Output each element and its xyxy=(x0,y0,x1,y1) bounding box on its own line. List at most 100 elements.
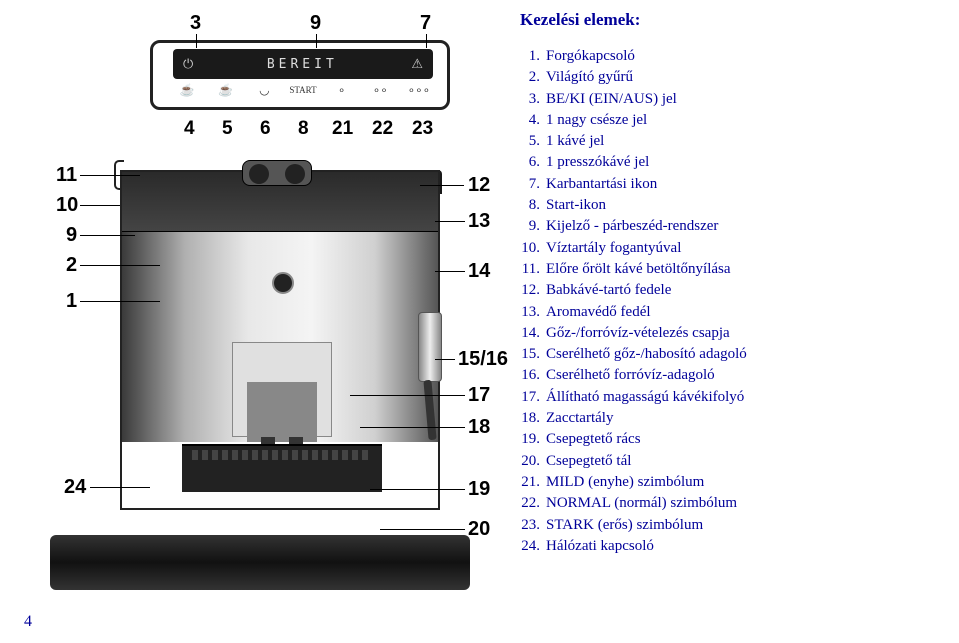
list-item: 22.NORMAL (normál) szimbólum xyxy=(520,493,939,514)
page-number: 4 xyxy=(24,613,32,631)
list-item: 24.Hálózati kapcsoló xyxy=(520,536,939,557)
list-item-label: 1 kávé jel xyxy=(546,133,604,149)
list-item-label: Karbantartási ikon xyxy=(546,176,657,192)
callout-5: 5 xyxy=(222,118,233,140)
lead-line xyxy=(80,205,120,206)
list-item-label: Start-ikon xyxy=(546,197,606,213)
control-panel: ⏻ BEREIT ⚠ ☕ ☕ ◡ START ∘ ∘∘ ∘∘∘ xyxy=(150,40,450,110)
list-item-label: Cserélhető forróvíz-adagoló xyxy=(546,367,715,383)
list-item: 4.1 nagy csésze jel xyxy=(520,110,939,131)
list-item-label: Babkávé-tartó fedele xyxy=(546,282,671,298)
callout-23: 23 xyxy=(412,118,433,140)
list-item-label: Csepegtető tál xyxy=(546,453,631,469)
callout-7: 7 xyxy=(420,12,431,35)
list-item: 15.Cserélhető gőz-/habosító adagoló xyxy=(520,344,939,365)
display: ⏻ BEREIT ⚠ xyxy=(173,49,433,79)
lead-line xyxy=(435,359,455,360)
machine-body xyxy=(120,170,440,510)
list-item: 17.Állítható magasságú kávékifolyó xyxy=(520,387,939,408)
callout-1: 1 xyxy=(66,290,77,313)
drip-grid xyxy=(192,450,372,460)
base-plate xyxy=(50,535,470,590)
list-item-label: Víztartály fogantyúval xyxy=(546,240,681,256)
list-item-label: MILD (enyhe) szimbólum xyxy=(546,474,704,490)
list-item-label: Forgókapcsoló xyxy=(546,48,635,64)
list-item-label: Hálózati kapcsoló xyxy=(546,538,654,554)
list-item: 7.Karbantartási ikon xyxy=(520,174,939,195)
button-row: ☕ ☕ ◡ START ∘ ∘∘ ∘∘∘ xyxy=(173,79,433,101)
callout-2: 2 xyxy=(66,254,77,277)
callout-8: 8 xyxy=(298,118,309,140)
diagram: ⏻ BEREIT ⚠ ☕ ☕ ◡ START ∘ ∘∘ ∘∘∘ xyxy=(20,10,500,590)
list-item-label: Aromavédő fedél xyxy=(546,304,651,320)
list-item: 11.Előre őrölt kávé betöltőnyílása xyxy=(520,259,939,280)
callout-10: 10 xyxy=(56,194,78,217)
power-icon: ⏻ xyxy=(183,56,193,72)
list-item: 3.BE/KI (EIN/AUS) jel xyxy=(520,89,939,110)
callout-9: 9 xyxy=(310,12,321,35)
list-item: 5.1 kávé jel xyxy=(520,131,939,152)
list-item-label: BE/KI (EIN/AUS) jel xyxy=(546,91,677,107)
machine-front xyxy=(122,232,438,442)
list-item-label: Előre őrölt kávé betöltőnyílása xyxy=(546,261,731,277)
list-item-label: NORMAL (normál) szimbólum xyxy=(546,495,737,511)
list-item: 6.1 presszókávé jel xyxy=(520,152,939,173)
callout-24: 24 xyxy=(64,476,86,499)
list-item: 20.Csepegtető tál xyxy=(520,451,939,472)
list-item: 21.MILD (enyhe) szimbólum xyxy=(520,472,939,493)
lead-line xyxy=(316,34,317,48)
callout-13: 13 xyxy=(468,210,490,233)
callout-18: 18 xyxy=(468,416,490,439)
list-item: 12.Babkávé-tartó fedele xyxy=(520,280,939,301)
list-item: 14.Gőz-/forróvíz-vételezés csapja xyxy=(520,323,939,344)
mild-icon: ∘ xyxy=(328,81,356,99)
list-item-label: Cserélhető gőz-/habosító adagoló xyxy=(546,346,747,362)
list-item: 16.Cserélhető forróvíz-adagoló xyxy=(520,365,939,386)
callout-6: 6 xyxy=(260,118,271,140)
list-item: 8.Start-ikon xyxy=(520,195,939,216)
lead-line xyxy=(360,427,465,428)
list-item: 23.STARK (erős) szimbólum xyxy=(520,515,939,536)
lead-line xyxy=(370,489,465,490)
list-item-label: Zacctartály xyxy=(546,410,613,426)
cup-icon: ☕ xyxy=(212,81,240,99)
list-item-label: Világító gyűrű xyxy=(546,69,633,85)
machine-top xyxy=(122,172,438,232)
list-item-label: Kijelző - párbeszéd-rendszer xyxy=(546,218,718,234)
callout-17: 17 xyxy=(468,384,490,407)
callout-4: 4 xyxy=(184,118,195,140)
callout-20: 20 xyxy=(468,518,490,541)
list-item: 19.Csepegtető rács xyxy=(520,429,939,450)
steam-wand xyxy=(423,380,436,440)
drip-tray xyxy=(182,444,382,492)
list-item: 9.Kijelző - párbeszéd-rendszer xyxy=(520,216,939,237)
lead-line xyxy=(420,185,464,186)
callout-14: 14 xyxy=(468,260,490,283)
lead-line xyxy=(435,221,465,222)
callout-22: 22 xyxy=(372,118,393,140)
callout-19: 19 xyxy=(468,478,490,501)
list-item: 10.Víztartály fogantyúval xyxy=(520,238,939,259)
espresso-icon: ◡ xyxy=(250,81,278,99)
section-title: Kezelési elemek: xyxy=(520,10,939,30)
list-item-label: Gőz-/forróvíz-vételezés csapja xyxy=(546,325,730,341)
steam-valve xyxy=(418,312,442,382)
list-item-label: 1 nagy csésze jel xyxy=(546,112,647,128)
list-item-label: Állítható magasságú kávékifolyó xyxy=(546,389,744,405)
display-text: BEREIT xyxy=(267,57,338,72)
lead-line xyxy=(435,271,465,272)
lead-line xyxy=(350,395,465,396)
callout-9b: 9 xyxy=(66,224,77,247)
coffee-spout xyxy=(247,382,317,442)
rotary-switch xyxy=(242,160,312,186)
lead-line xyxy=(90,487,150,488)
warning-icon: ⚠ xyxy=(411,56,423,72)
lead-line xyxy=(380,529,465,530)
start-icon: START xyxy=(289,81,317,99)
lead-line xyxy=(80,175,140,176)
callout-1516: 15/16 xyxy=(458,348,508,371)
list-item: 13.Aromavédő fedél xyxy=(520,302,939,323)
list-item-label: STARK (erős) szimbólum xyxy=(546,517,703,533)
list-item-label: 1 presszókávé jel xyxy=(546,154,649,170)
legend-list: 1.Forgókapcsoló 2.Világító gyűrű 3.BE/KI… xyxy=(520,46,939,557)
